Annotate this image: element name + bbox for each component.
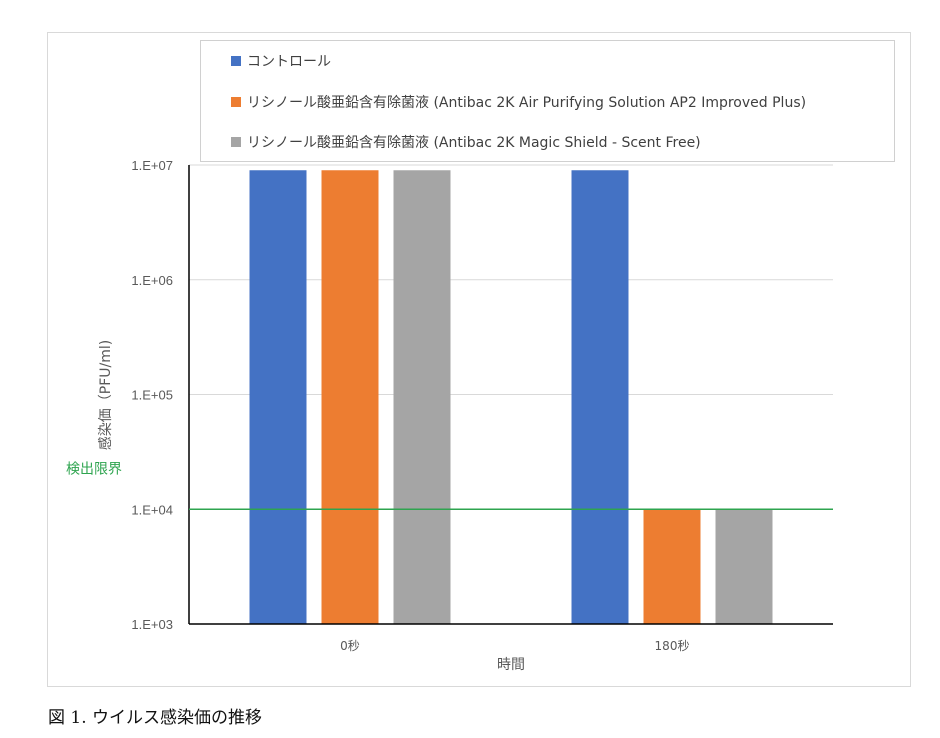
legend-label: リシノール酸亜鉛含有除菌液 (Antibac 2K Magic Shield -…	[247, 135, 701, 151]
detection-limit-label: 検出限界	[66, 461, 122, 477]
x-tick-label: 0秒	[340, 639, 360, 653]
bar	[643, 509, 701, 624]
bar	[249, 170, 307, 624]
y-axis-title: 感染価（PFU/ml)	[97, 340, 114, 450]
y-tick-label: 1.E+05	[131, 388, 173, 403]
figure-caption: 図 1. ウイルス感染価の推移	[48, 708, 263, 728]
y-tick-label: 1.E+07	[131, 158, 173, 173]
legend-swatch	[231, 137, 241, 147]
chart-frame	[47, 32, 911, 687]
y-tick-label: 1.E+04	[131, 502, 173, 517]
legend-item-control: コントロール	[231, 51, 331, 71]
y-tick-label: 1.E+03	[131, 617, 173, 632]
y-tick-label: 1.E+06	[131, 273, 173, 288]
bar	[571, 170, 629, 624]
bar	[393, 170, 451, 624]
bar	[715, 509, 773, 624]
legend-label: コントロール	[247, 54, 331, 70]
x-axis-title: 時間	[497, 657, 525, 673]
bar	[321, 170, 379, 624]
legend-item-ap2: リシノール酸亜鉛含有除菌液 (Antibac 2K Air Purifying …	[231, 92, 806, 112]
legend-swatch	[231, 56, 241, 66]
x-tick-label: 180秒	[655, 639, 690, 653]
legend: コントロール リシノール酸亜鉛含有除菌液 (Antibac 2K Air Pur…	[200, 40, 895, 162]
legend-label: リシノール酸亜鉛含有除菌液 (Antibac 2K Air Purifying …	[247, 95, 807, 111]
legend-item-magic-shield: リシノール酸亜鉛含有除菌液 (Antibac 2K Magic Shield -…	[231, 132, 701, 152]
legend-swatch	[231, 97, 241, 107]
